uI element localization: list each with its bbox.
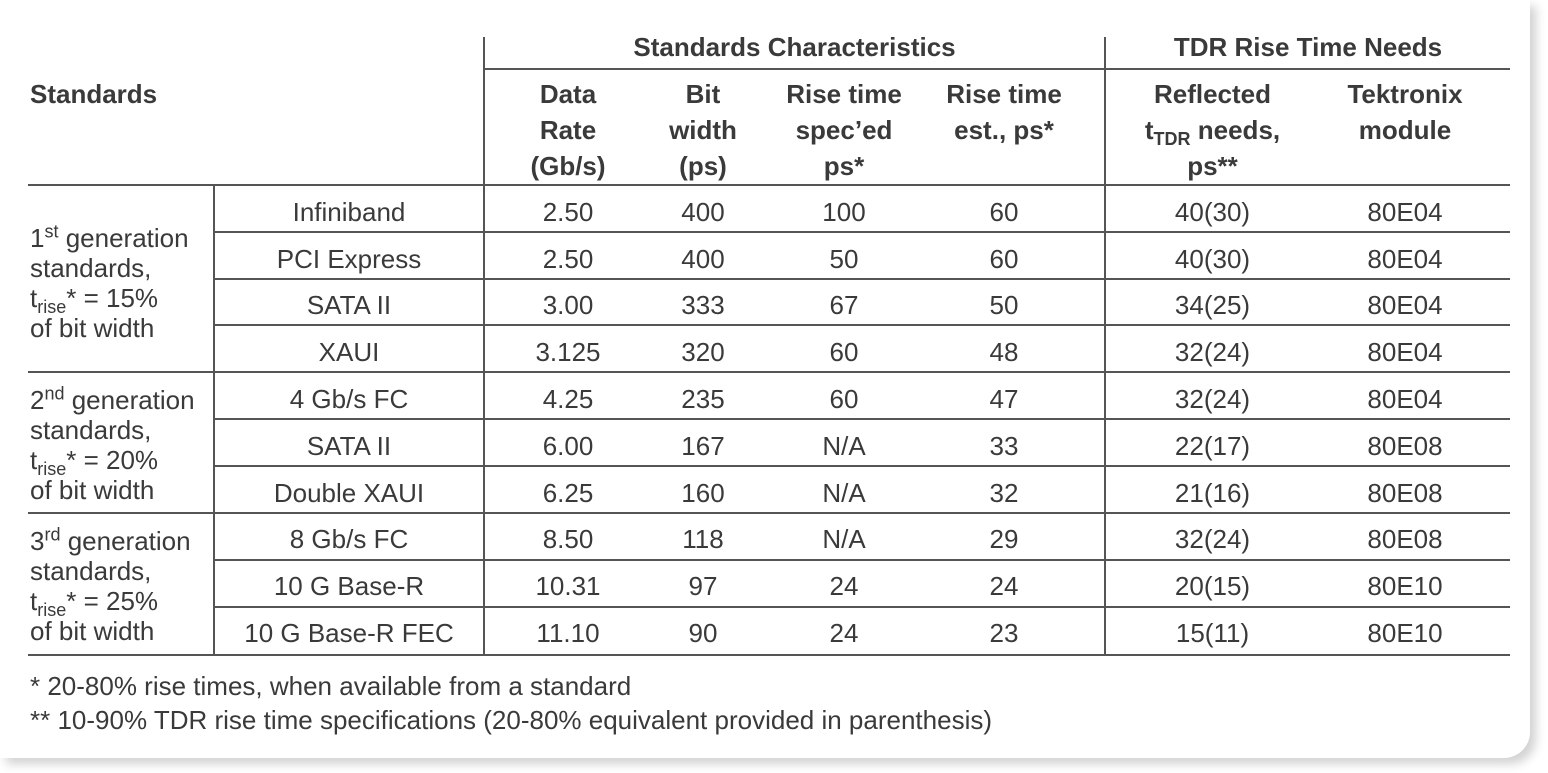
cell-standard: SATA II bbox=[306, 431, 392, 461]
cell-module: 80E08 bbox=[1367, 431, 1443, 461]
rule-row bbox=[213, 418, 1510, 420]
cell-rise-spec: 50 bbox=[829, 244, 859, 274]
cell-standard: Double XAUI bbox=[273, 478, 425, 508]
cell-reflected: 20(15) bbox=[1174, 571, 1251, 601]
cell-reflected: 22(17) bbox=[1174, 431, 1251, 461]
cell-reflected: 32(24) bbox=[1174, 524, 1251, 554]
cell-standard: 10 G Base-R bbox=[273, 571, 425, 601]
rule-row bbox=[213, 606, 1510, 608]
group-label-3rd-generation: 3rd generation standards, trise* = 25% o… bbox=[30, 524, 191, 646]
cell-bit-width: 400 bbox=[681, 197, 725, 227]
cell-module: 80E10 bbox=[1367, 618, 1443, 648]
rule-group bbox=[28, 371, 1510, 373]
footnote-double-asterisk: ** 10-90% TDR rise time specifications (… bbox=[30, 705, 992, 735]
cell-rise-spec: 100 bbox=[822, 197, 866, 227]
cell-data-rate: 10.31 bbox=[535, 571, 601, 601]
rule-group bbox=[28, 512, 1510, 514]
cell-rise-spec: N/A bbox=[822, 431, 866, 461]
cell-rise-spec: N/A bbox=[822, 478, 866, 508]
rule-row bbox=[213, 231, 1510, 233]
header-rise-time-est: Rise time est., ps* bbox=[946, 79, 1062, 145]
cell-reflected: 21(16) bbox=[1174, 478, 1251, 508]
rule-group-header bbox=[483, 68, 1510, 70]
cell-rise-spec: 24 bbox=[829, 618, 859, 648]
cell-rise-spec: 24 bbox=[829, 571, 859, 601]
cell-module: 80E08 bbox=[1367, 524, 1443, 554]
cell-standard: Infiniband bbox=[292, 197, 406, 227]
footnote-single-asterisk: * 20-80% rise times, when available from… bbox=[30, 671, 632, 701]
cell-standard: 8 Gb/s FC bbox=[289, 524, 409, 554]
cell-rise-est: 60 bbox=[989, 244, 1019, 274]
group-label-2nd-generation: 2nd generation standards, trise* = 20% o… bbox=[30, 383, 195, 505]
cell-data-rate: 3.125 bbox=[535, 337, 601, 367]
cell-rise-est: 47 bbox=[989, 384, 1019, 414]
cell-module: 80E04 bbox=[1367, 384, 1443, 414]
cell-standard: 10 G Base-R FEC bbox=[244, 618, 454, 648]
cell-module: 80E04 bbox=[1367, 244, 1443, 274]
cell-bit-width: 400 bbox=[681, 244, 725, 274]
cell-rise-spec: 67 bbox=[829, 290, 859, 320]
cell-module: 80E08 bbox=[1367, 478, 1443, 508]
cell-rise-est: 29 bbox=[989, 524, 1019, 554]
cell-bit-width: 160 bbox=[681, 478, 725, 508]
cell-reflected: 15(11) bbox=[1175, 618, 1250, 648]
cell-reflected: 32(24) bbox=[1174, 384, 1251, 414]
cell-reflected: 40(30) bbox=[1174, 197, 1251, 227]
cell-standard: PCI Express bbox=[276, 244, 422, 274]
divider-standards-characteristics bbox=[483, 37, 485, 654]
cell-rise-est: 32 bbox=[989, 478, 1019, 508]
cell-module: 80E04 bbox=[1367, 290, 1443, 320]
cell-standard: XAUI bbox=[318, 337, 380, 367]
rule-row bbox=[213, 465, 1510, 467]
cell-bit-width: 118 bbox=[682, 524, 724, 554]
cell-bit-width: 320 bbox=[681, 337, 725, 367]
rule-table-bottom bbox=[28, 654, 1510, 656]
cell-data-rate: 6.00 bbox=[542, 431, 594, 461]
cell-rise-spec: 60 bbox=[829, 337, 859, 367]
cell-reflected: 40(30) bbox=[1174, 244, 1251, 274]
cell-bit-width: 235 bbox=[681, 384, 725, 414]
rule-row bbox=[213, 324, 1510, 326]
cell-reflected: 32(24) bbox=[1174, 337, 1251, 367]
cell-module: 80E04 bbox=[1367, 197, 1443, 227]
cell-data-rate: 2.50 bbox=[542, 244, 594, 274]
cell-data-rate: 6.25 bbox=[542, 478, 594, 508]
cell-reflected: 34(25) bbox=[1174, 290, 1251, 320]
group-label-1st-generation: 1st generation standards, trise* = 15% o… bbox=[30, 221, 189, 343]
cell-rise-est: 23 bbox=[989, 618, 1019, 648]
cell-module: 80E10 bbox=[1367, 571, 1443, 601]
cell-rise-est: 50 bbox=[989, 290, 1019, 320]
cell-data-rate: 11.10 bbox=[536, 618, 600, 648]
header-reflected-needs: Reflected tTDR needs, ps** bbox=[1144, 79, 1281, 181]
header-standards: Standards bbox=[30, 79, 158, 109]
header-bit-width: Bit width (ps) bbox=[669, 79, 737, 181]
header-tektronix-module: Tektronix module bbox=[1347, 79, 1463, 145]
rule-header-bottom bbox=[28, 184, 1510, 186]
cell-rise-spec: 60 bbox=[829, 384, 859, 414]
cell-data-rate: 2.50 bbox=[542, 197, 594, 227]
table-card: Standards Characteristics TDR Rise Time … bbox=[28, 32, 1510, 735]
cell-data-rate: 3.00 bbox=[542, 290, 594, 320]
cell-bit-width: 90 bbox=[688, 618, 718, 648]
cell-rise-est: 33 bbox=[989, 431, 1019, 461]
rule-row bbox=[213, 559, 1510, 561]
rule-row bbox=[213, 278, 1510, 280]
cell-module: 80E04 bbox=[1367, 337, 1443, 367]
cell-rise-est: 24 bbox=[989, 571, 1019, 601]
cell-bit-width: 333 bbox=[681, 290, 725, 320]
header-data-rate: Data Rate (Gb/s) bbox=[530, 79, 606, 181]
cell-data-rate: 8.50 bbox=[542, 524, 594, 554]
cell-rise-est: 48 bbox=[989, 337, 1019, 367]
header-tdr-rise-time-needs: TDR Rise Time Needs bbox=[1173, 32, 1443, 62]
header-standards-characteristics: Standards Characteristics bbox=[633, 32, 956, 62]
cell-rise-est: 60 bbox=[989, 197, 1019, 227]
header-rise-time-spec: Rise time spec’ed ps* bbox=[786, 79, 902, 181]
cell-bit-width: 97 bbox=[688, 571, 718, 601]
divider-tdr-needs bbox=[1104, 37, 1106, 654]
cell-rise-spec: N/A bbox=[822, 524, 866, 554]
cell-standard: SATA II bbox=[306, 290, 392, 320]
cell-bit-width: 167 bbox=[681, 431, 725, 461]
cell-standard: 4 Gb/s FC bbox=[289, 384, 409, 414]
cell-data-rate: 4.25 bbox=[542, 384, 594, 414]
